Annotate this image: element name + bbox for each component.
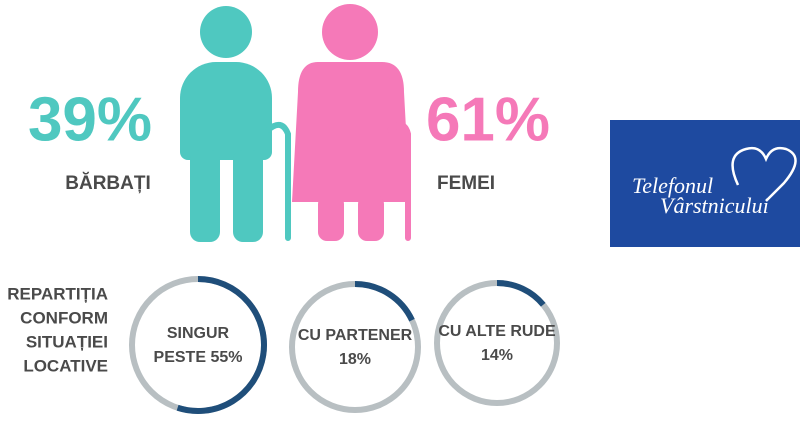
women-percent: 61% [426, 85, 550, 154]
ring-label: PESTE 55% [154, 349, 243, 366]
ring-label: SINGUR [167, 325, 230, 342]
ring-label: CU ALTE RUDE [438, 323, 556, 340]
ring-arc [496, 280, 546, 307]
logo-text: Vârstnicului [660, 193, 769, 218]
ring-arc [354, 281, 415, 322]
logo-heart [731, 146, 797, 202]
women-label: FEMEI [437, 173, 495, 194]
section-title: SITUAȚIEI [26, 332, 108, 351]
men-label: BĂRBAȚI [65, 172, 151, 194]
logo-text: Telefonul [632, 173, 713, 198]
woman-figure [292, 4, 411, 241]
ring-label: CU PARTENER [298, 327, 413, 344]
ring-label: 18% [339, 351, 371, 368]
man-figure [180, 6, 291, 242]
section-title: LOCATIVE [23, 356, 108, 375]
men-percent: 39% [28, 85, 152, 154]
ring-label: 14% [481, 347, 513, 364]
section-title: REPARTIȚIA [7, 284, 108, 303]
section-title: CONFORM [20, 308, 108, 327]
logo-box [610, 120, 800, 247]
ring-arc [176, 276, 267, 414]
